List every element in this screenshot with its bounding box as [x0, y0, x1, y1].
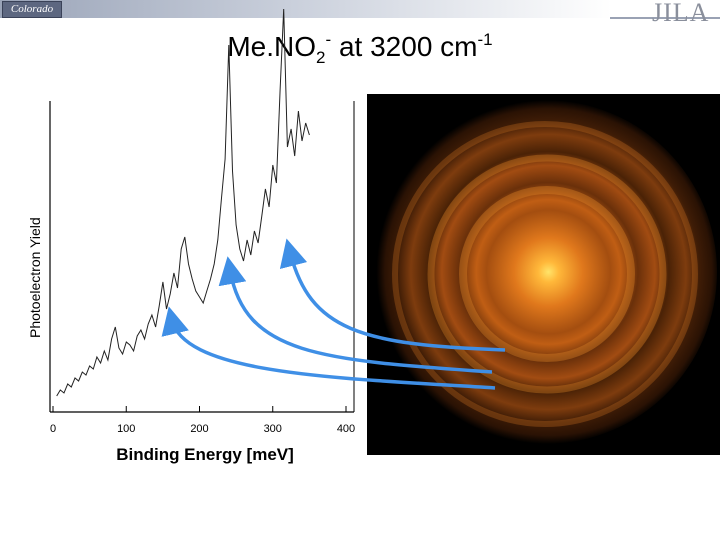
x-tick-label: 400 — [337, 423, 355, 435]
slide-title: Me.NO2- at 3200 cm-1 — [0, 30, 720, 68]
university-logo: Colorado — [2, 1, 62, 18]
x-tick-label: 200 — [190, 423, 208, 435]
outer-ring — [392, 121, 698, 427]
title-subscript: 2 — [316, 48, 326, 67]
header-strip — [0, 0, 720, 18]
title-middle: at 3200 cm — [331, 31, 478, 62]
x-ticks: 0 100 200 300 400 — [50, 406, 355, 435]
velocity-map-image — [367, 94, 720, 455]
arrow-ring-middle — [218, 256, 493, 374]
x-tick-label: 0 — [50, 423, 56, 435]
jila-logo: JILA — [652, 0, 710, 27]
ring-pattern — [373, 100, 717, 444]
x-axis-label: Binding Energy [meV] — [116, 445, 294, 464]
arrow-ring-outer — [161, 306, 496, 390]
middle-ring — [427, 154, 667, 394]
x-tick-label: 100 — [117, 423, 135, 435]
inner-ring — [459, 186, 635, 362]
title-base: Me.NO — [227, 31, 317, 62]
photoelectron-image — [367, 94, 720, 455]
arrow-ring-inner — [279, 238, 506, 352]
header-bar: Colorado JILA — [0, 0, 720, 27]
x-tick-label: 300 — [264, 423, 282, 435]
title-exponent: -1 — [477, 30, 493, 49]
title-superscript: - — [325, 30, 332, 49]
header-divider — [610, 17, 720, 19]
spectrum-trace — [56, 8, 310, 397]
y-axis-label: Photoelectron Yield — [27, 217, 43, 338]
